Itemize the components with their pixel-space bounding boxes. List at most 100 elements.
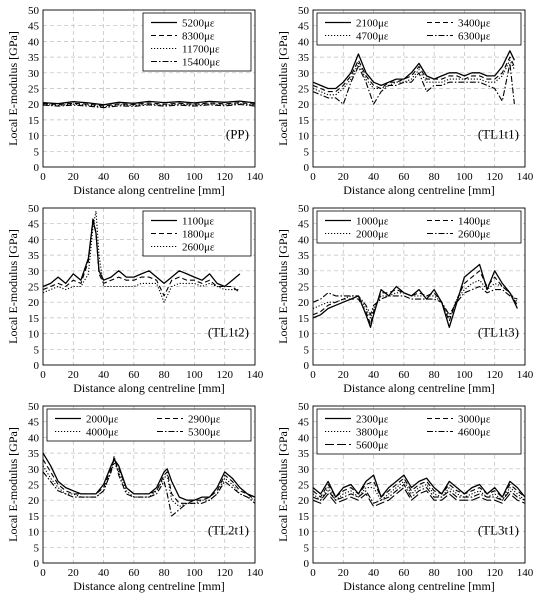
y-tick-label: 5 (304, 344, 310, 356)
y-tick-label: 10 (298, 329, 310, 341)
series-line-3 (312, 279, 518, 319)
y-tick-label: 40 (298, 234, 310, 246)
x-tick-label: 40 (98, 369, 110, 381)
legend-entry: 3400με (458, 18, 491, 30)
legend-entry: 5600με (356, 440, 389, 452)
y-tick-label: 50 (298, 203, 310, 215)
y-tick-label: 20 (298, 297, 310, 309)
y-tick-label: 0 (304, 558, 310, 570)
x-tick-label: 100 (456, 171, 473, 183)
x-tick-label: 120 (216, 369, 233, 381)
y-tick-label: 50 (28, 5, 40, 17)
y-tick-label: 15 (28, 313, 40, 325)
x-tick-label: 120 (486, 567, 503, 579)
series-line-2 (42, 102, 256, 107)
series-line-3 (42, 103, 256, 108)
x-tick-label: 120 (216, 171, 233, 183)
y-tick-label: 0 (34, 360, 40, 372)
y-tick-label: 45 (28, 21, 40, 33)
y-tick-label: 35 (298, 52, 310, 64)
legend-entry: 5200με (182, 18, 215, 30)
y-tick-label: 45 (298, 219, 310, 231)
x-tick-label: 40 (98, 567, 110, 579)
y-axis-label: Local E-modulus [GPa] (276, 229, 290, 344)
x-tick-label: 60 (398, 567, 410, 579)
y-tick-label: 5 (304, 542, 310, 554)
y-tick-label: 30 (298, 68, 310, 80)
chart-panel: 0 20 40 60 80 100 120 140 0 5 10 15 20 25 30 35 40 45 50 Di… (6, 401, 264, 593)
legend-entry: 2900με (188, 414, 221, 426)
y-axis-label: Local E-modulus [GPa] (6, 229, 20, 344)
y-tick-label: 45 (298, 417, 310, 429)
legend-entry: 6300με (458, 31, 491, 43)
x-tick-label: 20 (338, 369, 350, 381)
x-tick-label: 80 (159, 567, 171, 579)
legend-entry: 2600με (458, 229, 491, 241)
x-tick-label: 80 (429, 171, 441, 183)
legend-entry: 2100με (356, 18, 389, 30)
y-axis-label: Local E-modulus [GPa] (276, 31, 290, 146)
y-tick-label: 30 (28, 266, 40, 278)
y-tick-label: 50 (298, 5, 310, 17)
series-line-3 (312, 480, 526, 501)
y-tick-label: 35 (298, 448, 310, 460)
y-tick-label: 40 (28, 36, 40, 48)
y-tick-label: 40 (28, 234, 40, 246)
y-tick-label: 35 (28, 250, 40, 262)
y-tick-label: 10 (28, 527, 40, 539)
legend-entry: 1100με (182, 216, 214, 228)
x-tick-label: 60 (398, 171, 410, 183)
y-tick-label: 50 (298, 401, 310, 413)
x-tick-label: 0 (310, 567, 316, 579)
x-axis-label: Distance along centreline [mm] (73, 183, 225, 197)
x-tick-label: 40 (98, 171, 110, 183)
plot-frame (312, 207, 526, 366)
legend-entry: 2000με (86, 414, 119, 426)
legend-entry: 4600με (458, 427, 491, 439)
panel-label: (TL1t1) (478, 127, 519, 142)
x-tick-label: 0 (40, 369, 46, 381)
legend-entry: 1000με (356, 216, 389, 228)
x-tick-label: 140 (517, 567, 534, 579)
x-axis-label: Distance along centreline [mm] (343, 579, 495, 593)
x-tick-label: 80 (159, 171, 171, 183)
series-line-1 (42, 100, 256, 106)
x-tick-label: 140 (517, 369, 534, 381)
legend: 2000με 2900με 4000με 5300με (46, 408, 252, 442)
y-tick-label: 15 (298, 115, 310, 127)
legend-box (46, 408, 252, 442)
series-line-1 (42, 452, 256, 501)
y-tick-label: 35 (298, 250, 310, 262)
y-tick-label: 30 (28, 464, 40, 476)
x-tick-label: 60 (128, 171, 140, 183)
y-tick-label: 0 (34, 162, 40, 174)
x-tick-label: 20 (338, 171, 350, 183)
legend-entry: 1800με (182, 229, 215, 241)
y-tick-label: 20 (28, 297, 40, 309)
series-line-4 (42, 103, 256, 109)
y-tick-label: 20 (28, 99, 40, 111)
x-axis-label: Distance along centreline [mm] (343, 381, 495, 395)
x-tick-label: 0 (310, 369, 316, 381)
chart-panel: 0 20 40 60 80 100 120 140 0 5 10 15 20 25 30 35 40 45 50 Di… (276, 5, 534, 197)
y-tick-label: 0 (304, 162, 310, 174)
y-tick-label: 15 (28, 115, 40, 127)
chart-panel: 0 20 40 60 80 100 120 140 0 5 10 15 20 25 30 35 40 45 50 Di… (276, 401, 534, 593)
y-tick-label: 50 (28, 203, 40, 215)
x-tick-label: 120 (486, 171, 503, 183)
series-line-4 (312, 483, 526, 504)
plot-frame (42, 405, 256, 564)
y-tick-label: 40 (28, 432, 40, 444)
y-tick-label: 20 (28, 495, 40, 507)
legend-entry: 8300με (182, 31, 215, 43)
x-tick-label: 140 (247, 171, 264, 183)
x-tick-label: 100 (186, 567, 203, 579)
y-tick-label: 15 (28, 511, 40, 523)
y-axis-label: Local E-modulus [GPa] (276, 427, 290, 542)
plot-frame (312, 405, 526, 564)
y-tick-label: 35 (28, 52, 40, 64)
x-tick-label: 0 (40, 567, 46, 579)
x-tick-label: 80 (429, 369, 441, 381)
